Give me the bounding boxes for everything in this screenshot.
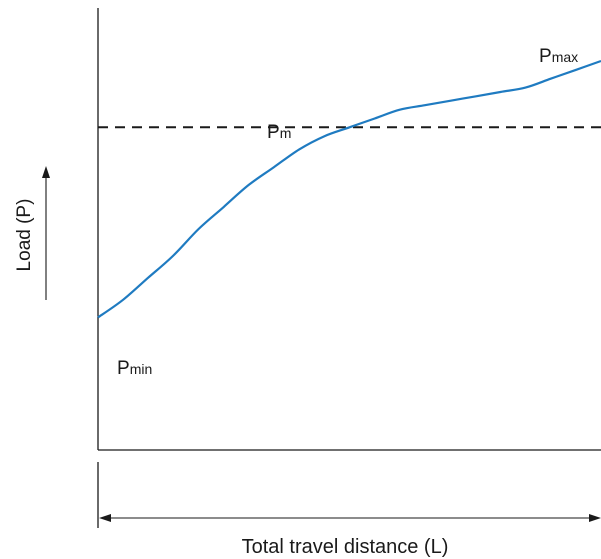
- y-axis-title: Load (P): [14, 199, 35, 272]
- label-p-m-sub: m: [280, 125, 292, 141]
- label-p-max-sub: max: [552, 49, 578, 65]
- dimension-arrow-right-icon: [589, 514, 601, 522]
- x-axis-title: Total travel distance (L): [242, 536, 449, 558]
- dimension-arrow-left-icon: [99, 514, 111, 522]
- label-p-m: Pm: [267, 122, 291, 143]
- label-p-max: Pmax: [539, 46, 578, 67]
- series-line-load: [97, 59, 601, 319]
- label-p-m-main: P: [267, 122, 280, 143]
- label-p-min: Pmin: [117, 358, 152, 379]
- label-p-min-main: P: [117, 358, 130, 379]
- label-p-max-main: P: [539, 46, 552, 67]
- y-label-arrow-up-icon: [42, 166, 50, 178]
- label-p-min-sub: min: [130, 361, 153, 377]
